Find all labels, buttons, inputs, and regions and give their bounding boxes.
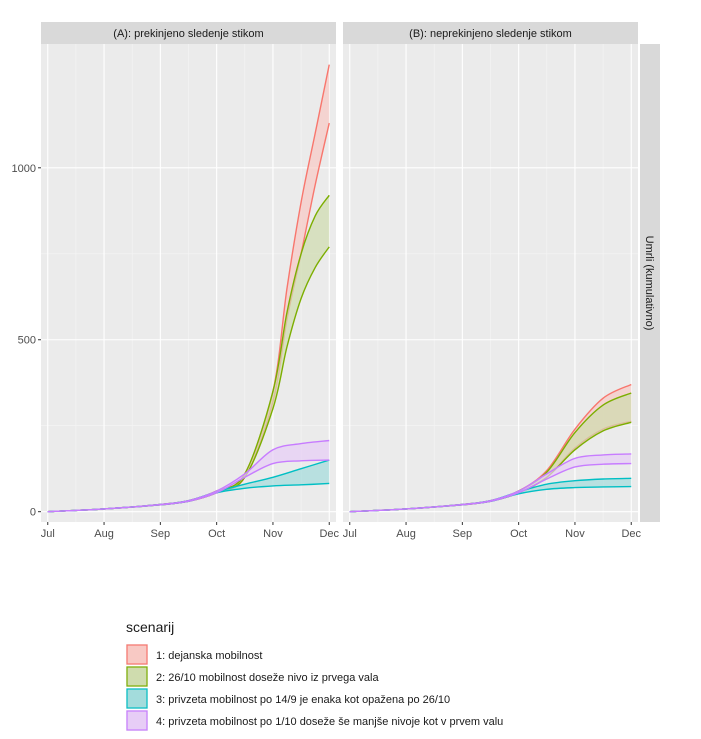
x-tick-label: Nov [565, 528, 585, 540]
x-tick-label: Oct [208, 528, 225, 540]
y-axis: 0 500 1000 [12, 163, 41, 519]
legend-item-1: 1: dejanska mobilnost [126, 644, 262, 665]
legend-label: 3: privzeta mobilnost po 14/9 je enaka k… [156, 694, 450, 706]
y-axis-strip: Umrli (kumulativno) [640, 44, 660, 522]
x-tick-label: Aug [94, 528, 114, 540]
ribbon-fill [349, 453, 632, 512]
x-tick-label: Sep [453, 528, 473, 540]
panels-layer: (A): prekinjeno sledenje stikom Jul Aug Sep… [41, 22, 642, 540]
panel-title: (B): neprekinjeno sledenje stikom [409, 28, 572, 40]
x-tick-label: Nov [263, 528, 283, 540]
panel-title: (A): prekinjeno sledenje stikom [113, 28, 263, 40]
panel-b: (B): neprekinjeno sledenje stikom Jul Aug S… [343, 22, 642, 540]
ribbon-lower-line [349, 462, 632, 513]
x-tick-label: Jul [343, 528, 357, 540]
y-axis-label: Umrli (kumulativno) [643, 236, 655, 331]
panel-a: (A): prekinjeno sledenje stikom Jul Aug Sep… [41, 22, 340, 540]
legend-key [126, 644, 148, 665]
x-tick-label: Aug [396, 528, 416, 540]
series-4-ribbon [47, 439, 330, 513]
x-tick-label: Oct [510, 528, 527, 540]
x-tick-label: Sep [151, 528, 171, 540]
legend-item-2: 2: 26/10 mobilnost doseže nivo iz prvega… [126, 666, 379, 687]
x-tick-label: Jul [41, 528, 55, 540]
legend-label: 2: 26/10 mobilnost doseže nivo iz prvega… [156, 672, 379, 684]
legend-item-4: 4: privzeta mobilnost po 1/10 doseže še … [126, 710, 503, 731]
ribbon-fill [349, 478, 632, 512]
panel-strip [41, 22, 336, 44]
x-tick-label: Dec [319, 528, 339, 540]
ribbon-fill [47, 440, 330, 512]
ribbon-lower-line [47, 459, 330, 513]
legend-label: 1: dejanska mobilnost [156, 650, 262, 662]
legend-key [126, 710, 148, 731]
legend: scenarij 1: dejanska mobilnost 2: 26/10 m… [126, 619, 503, 731]
panel-strip [343, 22, 638, 44]
x-tick-label: Dec [621, 528, 641, 540]
legend-key [126, 688, 148, 709]
legend-key [126, 666, 148, 687]
y-tick-label: 1000 [12, 163, 36, 175]
y-tick-label: 500 [18, 335, 36, 347]
legend-title: scenarij [126, 619, 174, 635]
legend-item-3: 3: privzeta mobilnost po 14/9 je enaka k… [126, 688, 450, 709]
series-4-ribbon [349, 453, 632, 513]
y-axis-strip-background [640, 44, 660, 522]
legend-label: 4: privzeta mobilnost po 1/10 doseže še … [156, 716, 503, 728]
y-tick-label: 0 [30, 507, 36, 519]
